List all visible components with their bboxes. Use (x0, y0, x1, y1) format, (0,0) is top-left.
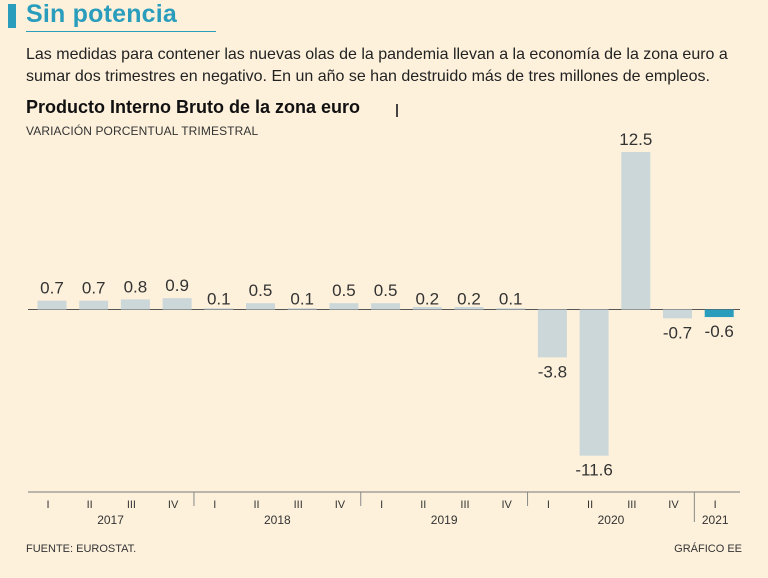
chart-subtitle: VARIACIÓN PORCENTUAL TRIMESTRAL (26, 124, 259, 138)
bar-8 (329, 303, 359, 310)
bar-13 (537, 309, 567, 358)
value-label-6: 0.5 (249, 281, 273, 300)
year-label-2020: 2020 (598, 513, 625, 527)
quarter-tick-15: III (627, 499, 636, 511)
value-label-7: 0.1 (290, 290, 314, 309)
bar-5 (204, 308, 234, 310)
value-label-14: -11.6 (575, 461, 613, 480)
value-label-1: 0.7 (40, 279, 64, 298)
quarter-tick-10: II (420, 499, 426, 511)
quarter-tick-4: IV (168, 499, 179, 511)
quarter-tick-13: I (547, 499, 550, 511)
year-label-2019: 2019 (431, 513, 458, 527)
bar-17 (704, 309, 734, 318)
bar-6 (246, 303, 275, 310)
bar-11 (454, 306, 484, 310)
year-label-2021: 2021 (702, 513, 729, 527)
value-label-4: 0.9 (165, 276, 189, 295)
quarter-tick-6: II (253, 499, 259, 511)
quarter-tick-1: I (46, 499, 49, 511)
intro-text: Las medidas para contener las nuevas ola… (26, 46, 728, 85)
value-label-11: 0.2 (457, 290, 481, 309)
quarter-tick-14: II (587, 499, 593, 511)
quarter-tick-9: I (380, 499, 383, 511)
bar-10 (412, 306, 442, 310)
source-note: FUENTE: EUROSTAT. (26, 543, 137, 555)
quarter-tick-16: IV (668, 499, 679, 511)
value-label-2: 0.7 (82, 279, 106, 298)
value-label-16: -0.7 (663, 323, 692, 342)
bar-16 (663, 309, 692, 319)
chart-title-divider (396, 104, 398, 117)
year-label-2018: 2018 (264, 513, 291, 527)
bar-9 (371, 303, 401, 310)
bar-7 (287, 308, 317, 310)
headline-rule (26, 31, 216, 32)
bar-4 (162, 298, 192, 310)
quarter-tick-5: I (213, 499, 216, 511)
value-label-13: -3.8 (538, 362, 567, 381)
title-accent-bar (8, 4, 16, 28)
value-label-9: 0.5 (374, 281, 398, 300)
value-label-10: 0.2 (415, 290, 439, 309)
bar-15 (621, 152, 651, 310)
value-label-17: -0.6 (705, 322, 734, 341)
quarter-tick-11: III (460, 499, 469, 511)
quarter-tick-2: II (87, 499, 93, 511)
bar-12 (496, 308, 526, 310)
value-label-12: 0.1 (499, 290, 523, 309)
bar-2 (79, 300, 109, 310)
chart-credit: GRÁFICO EE (674, 543, 742, 555)
quarter-tick-12: IV (501, 499, 512, 511)
chart-title: Producto Interno Bruto de la zona euro (26, 97, 361, 117)
year-label-2017: 2017 (97, 513, 124, 527)
quarter-tick-8: IV (335, 499, 346, 511)
quarter-tick-3: III (127, 499, 136, 511)
bar-1 (37, 300, 67, 310)
quarter-tick-17: I (714, 499, 717, 511)
value-label-15: 12.5 (619, 130, 652, 149)
quarter-tick-7: III (294, 499, 303, 511)
bar-3 (120, 299, 150, 310)
headline: Sin potencia (26, 0, 178, 28)
value-label-5: 0.1 (207, 290, 231, 309)
value-label-3: 0.8 (124, 277, 148, 296)
bar-14 (579, 309, 609, 456)
value-label-8: 0.5 (332, 281, 356, 300)
